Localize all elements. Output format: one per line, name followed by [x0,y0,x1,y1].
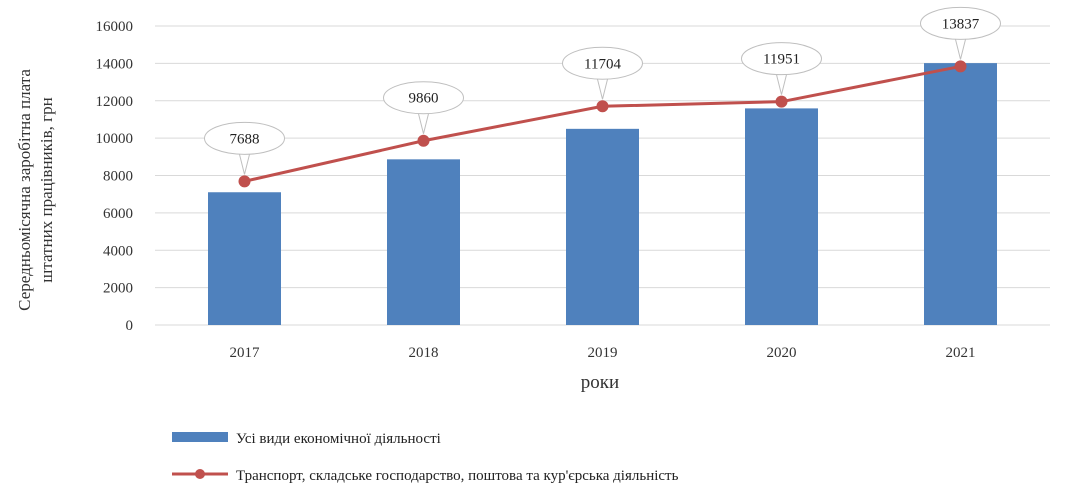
data-label: 7688 [204,121,285,175]
callout-joint [596,73,609,79]
bar [387,159,460,325]
x-tick-label: 2021 [946,345,976,361]
legend: Усі види економічної діяльності Транспор… [172,431,679,484]
line-series [238,60,967,188]
data-label-text: 13837 [942,16,980,32]
y-tick-label: 4000 [103,243,133,259]
y-tick-label: 6000 [103,206,133,222]
callout-joint [417,107,430,113]
line-point [954,60,967,73]
callout-bubble [383,81,464,115]
y-axis-ticks: 0 2000 4000 6000 8000 10000 12000 14000 16000 [96,19,134,334]
x-axis-ticks: 2017 2018 2019 2020 2021 [230,345,976,361]
data-label-text: 11951 [763,52,800,68]
legend-label-line: Транспорт, складське господарство, пошто… [236,468,679,484]
x-tick-label: 2018 [409,345,439,361]
y-tick-label: 16000 [96,19,134,35]
data-label: 11704 [562,46,643,100]
bar [566,128,639,325]
y-tick-label: 14000 [96,56,134,72]
y-tick-label: 10000 [96,131,134,147]
y-tick-label: 2000 [103,281,133,297]
legend-swatch-bars [172,432,228,442]
y-axis-title: Середньомісячна заробітна плата штатних … [15,69,56,311]
line-point [596,100,609,113]
data-label-text: 9860 [409,91,439,107]
x-tick-label: 2017 [230,345,261,361]
line-point [238,175,251,188]
data-label: 11951 [741,42,822,95]
bar [745,108,818,325]
y-tick-label: 0 [126,318,134,334]
legend-swatch-marker [195,469,205,479]
data-label-text: 7688 [230,131,260,147]
callout-bubble [562,46,643,80]
callout-bubble [741,42,822,76]
legend-label-bars: Усі види економічної діяльності [236,431,441,447]
callout-bubble [920,6,1001,40]
data-labels: 7688 9860 11704 11951 13837 [204,6,1001,175]
x-axis-title: роки [581,372,619,393]
line-point [417,134,430,147]
line-point [775,95,788,108]
y-axis-title-line-1: Середньомісячна заробітна плата [15,69,34,311]
bar-series [208,63,997,326]
callout-joint [954,33,967,39]
data-label-text: 11704 [584,56,621,72]
callout-joint [775,68,788,74]
y-axis-title-line-2: штатних працівників, грн [37,97,56,282]
callout-joint [238,148,251,154]
x-tick-label: 2020 [767,345,797,361]
y-tick-label: 8000 [103,169,133,185]
y-tick-label: 12000 [96,94,134,110]
bar [924,63,997,326]
data-label: 9860 [383,81,464,134]
x-tick-label: 2019 [588,345,618,361]
bar [208,192,281,325]
data-label: 13837 [920,6,1001,60]
callout-bubble [204,121,285,155]
